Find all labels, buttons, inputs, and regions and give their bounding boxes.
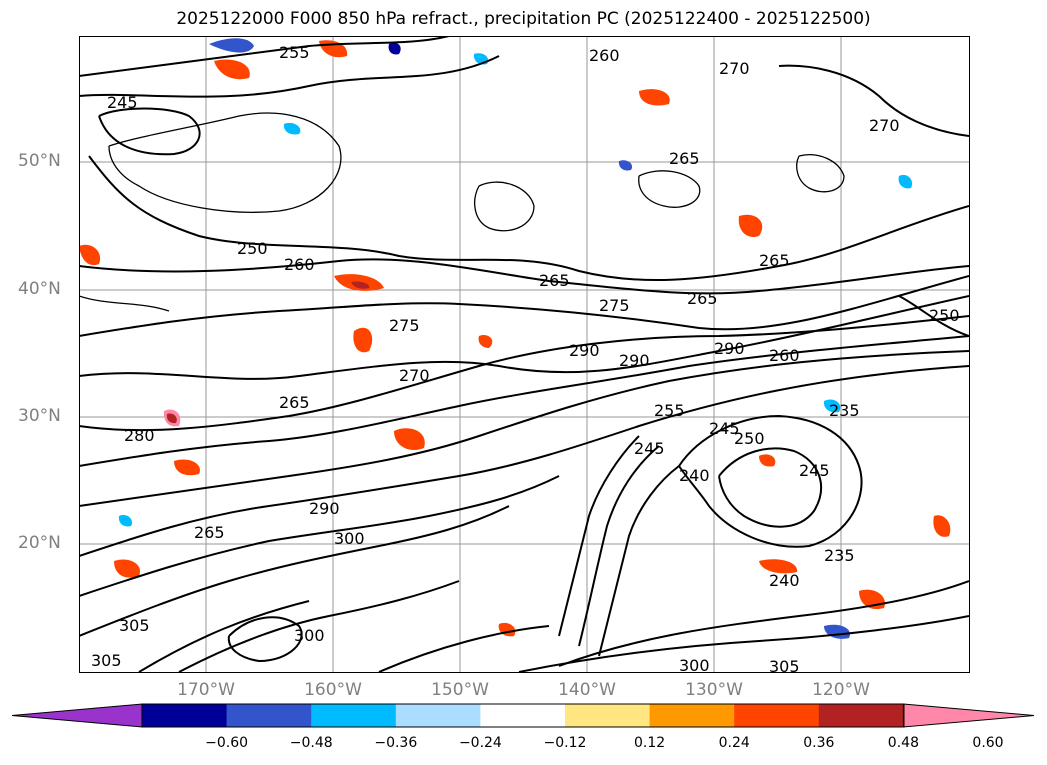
colorbar-segment [480,704,566,727]
chart-title: 2025122000 F000 850 hPa refract., precip… [176,9,871,29]
colorbar-tick-label: −0.60 [205,735,249,751]
contour-label: 265 [759,251,790,270]
map-canvas: 255 245 260 270 270 265 250 260 265 265 … [79,36,969,672]
lon-label-130w: 130°W [685,680,743,700]
contour-label: 290 [714,339,745,358]
lon-label-170w: 170°W [177,680,235,700]
contour-label: 290 [619,351,650,370]
contour-label-group: 255 245 260 270 270 265 250 260 265 265 … [91,43,960,672]
contour-label: 250 [929,306,960,325]
colorbar-segment [226,704,312,727]
colorbar-tick-label: 0.24 [718,735,750,751]
contour-label: 290 [309,499,340,518]
colorbar-tick-label: −0.48 [289,735,333,751]
lat-label-30n: 30°N [18,406,61,426]
colorbar-extend-min [12,703,143,728]
colorbar-tick-label: 0.60 [972,735,1004,751]
contour-label: 305 [91,651,122,670]
contour-label: 260 [769,346,800,365]
contour-label: 260 [284,255,315,274]
lon-label-140w: 140°W [558,680,616,700]
colorbar-segment [649,704,735,727]
colorbar-tick-label: −0.24 [458,735,502,751]
contour-label: 245 [634,439,665,458]
contour-lines [79,36,969,672]
colorbar-segment [142,704,228,727]
colorbar-segment [734,704,820,727]
lat-label-40n: 40°N [18,279,61,299]
contour-label: 275 [599,296,630,315]
contour-label: 255 [279,43,310,62]
contour-label: 265 [539,271,570,290]
contour-label: 275 [389,316,420,335]
contour-label: 245 [107,93,138,112]
contour-label: 245 [709,419,740,438]
contour-label: 260 [589,46,620,65]
lon-label-120w: 120°W [812,680,870,700]
contour-label: 265 [669,149,700,168]
colorbar-tick-label: −0.36 [374,735,418,751]
contour-lines-thin [79,112,845,312]
contour-label: 255 [654,401,685,420]
colorbar-extend-max [902,703,1035,728]
contour-label: 280 [124,426,155,445]
contour-label: 270 [869,116,900,135]
contour-label: 245 [799,461,830,480]
contour-label: 300 [294,626,325,645]
map-plot-area: 255 245 260 270 270 265 250 260 265 265 … [79,36,969,672]
colorbar-segment [818,704,904,727]
colorbar-segment [565,704,651,727]
contour-label: 235 [824,546,855,565]
colorbar-tick-label: 0.12 [634,735,666,751]
contour-label: 270 [719,59,750,78]
contour-label: 250 [734,429,765,448]
precip-shading [79,38,951,639]
contour-label: 305 [119,616,150,635]
contour-label: 305 [769,657,800,672]
contour-label: 300 [334,529,365,548]
colorbar-tick-label: −0.12 [543,735,587,751]
contour-label: 270 [399,366,430,385]
contour-label: 265 [279,393,310,412]
lat-label-20n: 20°N [18,533,61,553]
colorbar-segment [311,704,397,727]
colorbar-tick-label: 0.36 [803,735,835,751]
contour-label: 265 [194,523,225,542]
contour-label: 235 [829,401,860,420]
contour-label: 240 [679,466,710,485]
contour-label: 290 [569,341,600,360]
colorbar [12,703,1035,728]
lon-label-160w: 160°W [304,680,362,700]
contour-label: 300 [679,656,710,672]
colorbar-tick-label: 0.48 [887,735,919,751]
gridlines [79,36,969,672]
colorbar-segment [395,704,481,727]
colorbar-segments [12,703,1035,728]
contour-label: 265 [687,289,718,308]
lat-label-50n: 50°N [18,151,61,171]
contour-label: 240 [769,571,800,590]
lon-label-150w: 150°W [431,680,489,700]
contour-label: 250 [237,239,268,258]
